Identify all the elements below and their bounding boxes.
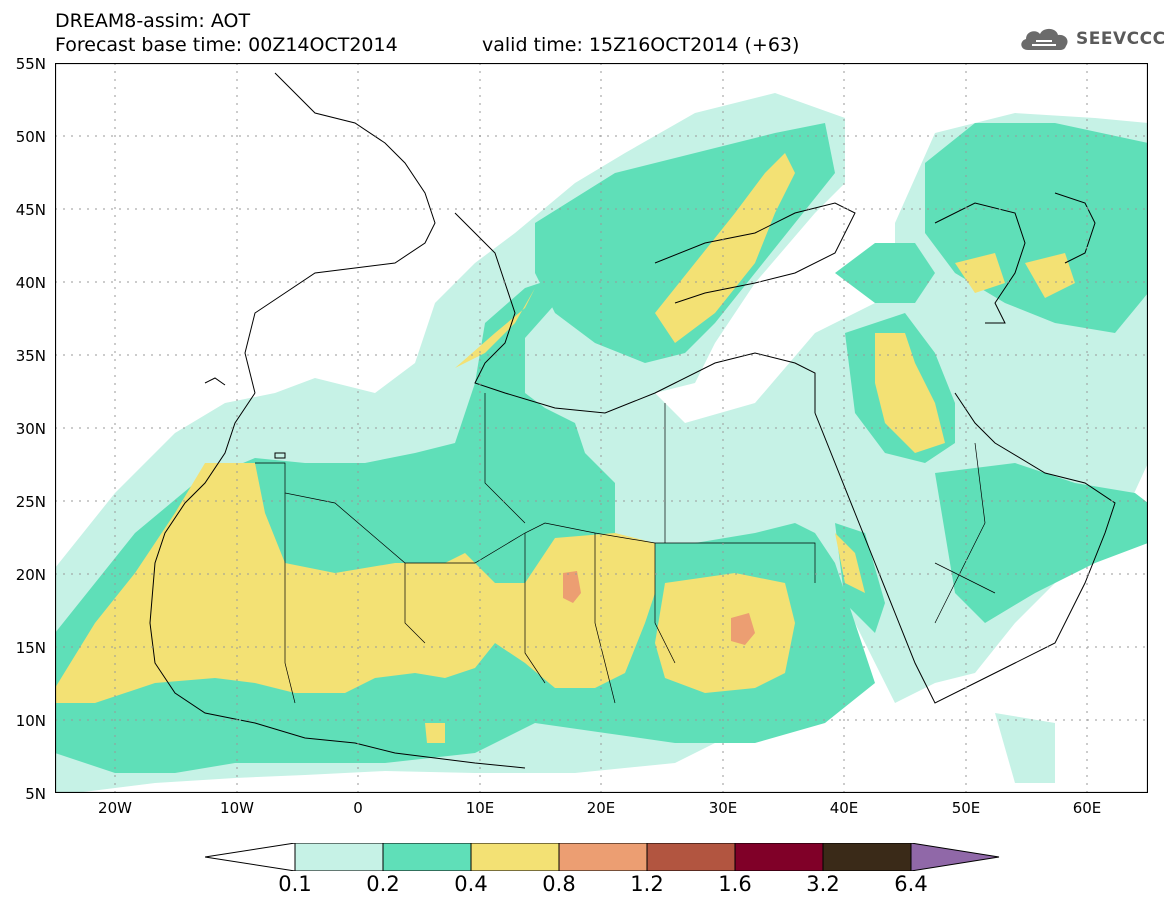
- colorbar-swatch: [382, 843, 472, 871]
- lat-label: 5N: [25, 785, 46, 803]
- aot-level-0.8: [563, 571, 755, 645]
- colorbar: [205, 843, 1000, 871]
- lon-label: 30E: [708, 799, 738, 817]
- forecast-base-time: Forecast base time: 00Z14OCT2014: [55, 34, 398, 56]
- lat-label: 15N: [15, 639, 46, 657]
- lat-label: 30N: [15, 420, 46, 438]
- lat-label: 20N: [15, 566, 46, 584]
- valid-time: valid time: 15Z16OCT2014 (+63): [482, 34, 800, 56]
- chart-title: DREAM8-assim: AOT: [55, 10, 251, 32]
- lon-label: 10E: [465, 799, 495, 817]
- lon-label: 0: [353, 799, 363, 817]
- colorbar-label: 0.4: [454, 872, 488, 896]
- lon-label: 20W: [98, 799, 132, 817]
- colorbar-low-triangle: [205, 843, 296, 871]
- lon-label: 40E: [829, 799, 859, 817]
- colorbar-label: 1.2: [630, 872, 664, 896]
- lat-label: 35N: [15, 347, 46, 365]
- colorbar-label: 0.8: [542, 872, 576, 896]
- seevccc-logo: SEEVCCC: [1018, 24, 1165, 54]
- lon-label: 50E: [951, 799, 981, 817]
- lon-label: 10W: [220, 799, 254, 817]
- lon-label: 20E: [586, 799, 616, 817]
- lat-label: 50N: [15, 128, 46, 146]
- map-frame: [55, 63, 1148, 793]
- aot-level-0.4: [55, 153, 1075, 743]
- lat-label: 45N: [15, 201, 46, 219]
- colorbar-swatch: [646, 843, 736, 871]
- colorbar-swatch: [822, 843, 912, 871]
- colorbar-label: 3.2: [806, 872, 840, 896]
- colorbar-high-triangle: [910, 843, 1000, 871]
- colorbar-swatch: [470, 843, 560, 871]
- colorbar-swatch: [558, 843, 648, 871]
- aot-map: [55, 63, 1148, 793]
- lat-label: 10N: [15, 712, 46, 730]
- colorbar-label: 6.4: [894, 872, 928, 896]
- lon-label: 60E: [1072, 799, 1102, 817]
- lat-label: 25N: [15, 493, 46, 511]
- cloud-icon: [1021, 28, 1068, 50]
- coastlines: [149, 72, 1116, 769]
- colorbar-swatch: [734, 843, 824, 871]
- lat-label: 55N: [15, 55, 46, 73]
- colorbar-label: 0.1: [278, 872, 312, 896]
- country-borders: [255, 393, 996, 704]
- logo-text: SEEVCCC: [1076, 29, 1165, 49]
- graticule: [55, 63, 1148, 793]
- colorbar-swatch: [294, 843, 384, 871]
- lat-label: 40N: [15, 274, 46, 292]
- colorbar-label: 0.2: [366, 872, 400, 896]
- colorbar-label: 1.6: [718, 872, 752, 896]
